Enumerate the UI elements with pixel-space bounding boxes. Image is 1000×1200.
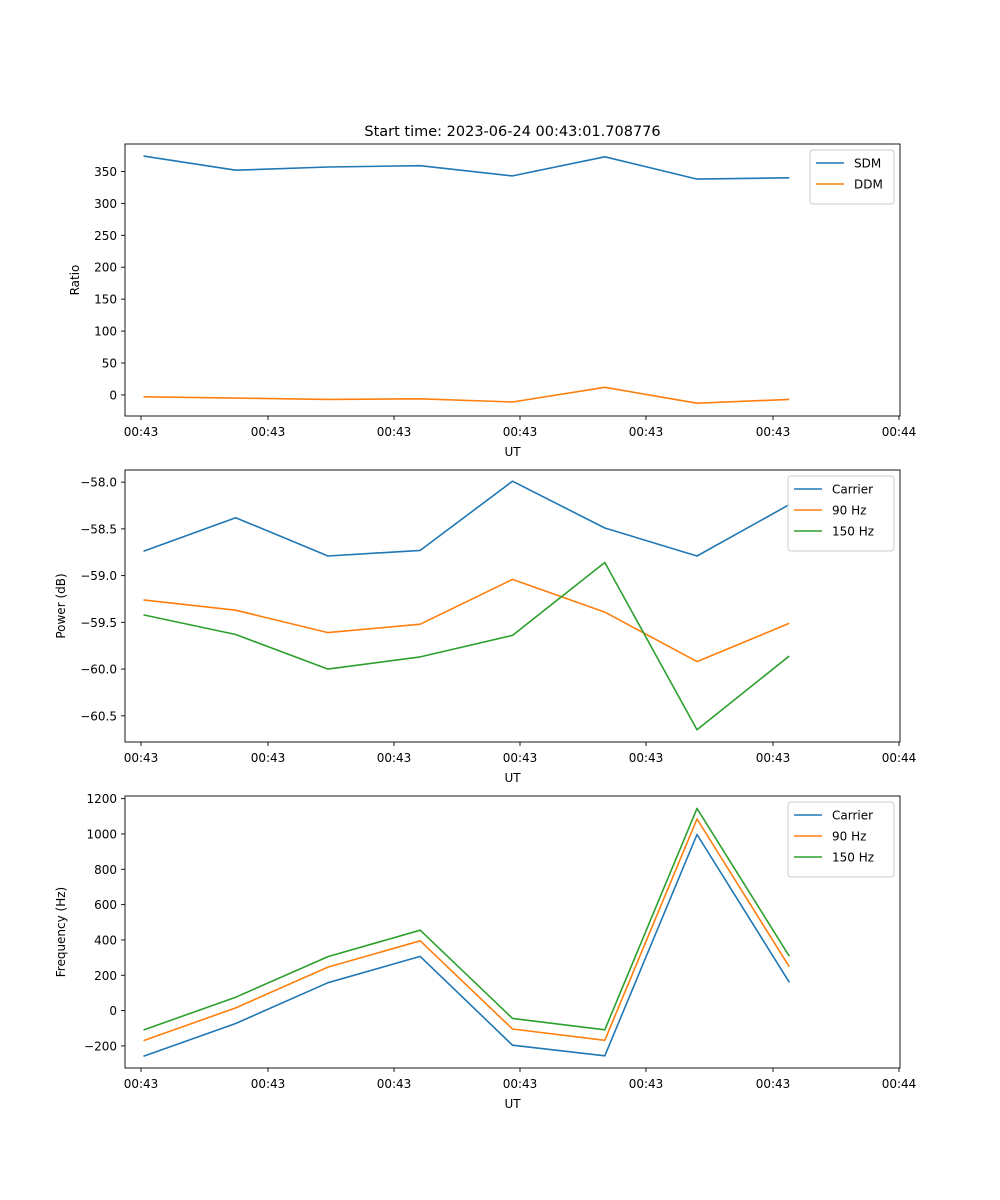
series-line-90-hz [143, 818, 790, 1042]
series-line-ddm [143, 386, 790, 405]
y-tick-label: 100 [94, 325, 117, 339]
legend-label: 90 Hz [832, 830, 866, 844]
y-tick-label: −60.0 [80, 663, 117, 677]
chart-title: Start time: 2023-06-24 00:43:01.708776 [364, 124, 660, 140]
legend-box [787, 475, 895, 552]
series-line-150-hz [143, 807, 790, 1031]
y-tick-label: 0 [109, 388, 117, 402]
series-line-carrier [143, 833, 790, 1057]
series-line-carrier [143, 480, 790, 557]
y-tick-label: −59.0 [80, 569, 117, 583]
x-axis-label: UT [504, 445, 521, 459]
chart-panel-1: Start time: 2023-06-24 00:43:01.70877600… [68, 124, 916, 459]
y-tick-label: 200 [94, 969, 117, 983]
x-tick-label: 00:43 [251, 1077, 286, 1091]
legend: Carrier 90 Hz 150 Hz [787, 801, 895, 878]
x-tick-label: 00:43 [503, 1077, 538, 1091]
y-tick-label: 400 [94, 933, 117, 947]
y-axis-label: Power (dB) [54, 573, 68, 638]
x-tick-label: 00:43 [756, 425, 791, 439]
y-tick-label: 150 [94, 293, 117, 307]
y-tick-label: 350 [94, 165, 117, 179]
y-tick-label: 800 [94, 863, 117, 877]
y-tick-label: −58.5 [80, 522, 117, 536]
y-tick-label: 250 [94, 229, 117, 243]
legend-box [787, 801, 895, 878]
x-tick-label: 00:43 [503, 751, 538, 765]
x-tick-label: 00:43 [124, 425, 159, 439]
x-tick-label: 00:43 [251, 751, 286, 765]
legend-label: Carrier [832, 483, 873, 497]
legend: SDM DDM [809, 149, 895, 205]
legend-label: Carrier [832, 809, 873, 823]
y-tick-label: 1000 [86, 827, 117, 841]
y-axis-label: Frequency (Hz) [54, 887, 68, 978]
series-line-90-hz [143, 578, 790, 663]
x-tick-label: 00:43 [124, 751, 159, 765]
y-tick-label: 600 [94, 898, 117, 912]
y-tick-label: −200 [84, 1039, 117, 1053]
axes-frame [124, 143, 901, 417]
legend-label: 150 Hz [832, 851, 874, 865]
x-tick-label: 00:43 [756, 751, 791, 765]
y-tick-label: 300 [94, 197, 117, 211]
x-tick-label: 00:43 [503, 425, 538, 439]
x-tick-label: 00:43 [629, 751, 664, 765]
y-tick-label: 50 [102, 357, 117, 371]
y-tick-label: 0 [109, 1004, 117, 1018]
legend-label: 150 Hz [832, 525, 874, 539]
series-line-sdm [143, 155, 790, 180]
y-axis-label: Ratio [68, 265, 82, 296]
chart-panel-3: 00:43 00:43 00:43 00:43 00:43 00:43 00:44 UT −20… [54, 792, 916, 1111]
x-tick-label: 00:44 [882, 1077, 917, 1091]
y-tick-label: −60.5 [80, 709, 117, 723]
y-tick-label: 1200 [86, 792, 117, 806]
x-tick-label: 00:43 [251, 425, 286, 439]
x-tick-label: 00:44 [882, 425, 917, 439]
legend: Carrier 90 Hz 150 Hz [787, 475, 895, 552]
y-tick-label: 200 [94, 261, 117, 275]
legend-label: 90 Hz [832, 504, 866, 518]
x-tick-label: 00:43 [124, 1077, 159, 1091]
x-tick-label: 00:43 [377, 425, 412, 439]
legend-label: SDM [854, 157, 881, 171]
x-axis-label: UT [504, 771, 521, 785]
chart-panel-2: 00:43 00:43 00:43 00:43 00:43 00:43 00:44 UT −58… [54, 469, 917, 785]
x-tick-label: 00:44 [882, 751, 917, 765]
y-tick-label: −59.5 [80, 616, 117, 630]
x-tick-label: 00:43 [629, 425, 664, 439]
x-tick-label: 00:43 [629, 1077, 664, 1091]
x-axis-label: UT [504, 1097, 521, 1111]
axes-frame [124, 469, 901, 743]
x-tick-label: 00:43 [377, 1077, 412, 1091]
axes-frame [124, 795, 901, 1069]
x-tick-label: 00:43 [377, 751, 412, 765]
y-tick-label: −58.0 [80, 476, 117, 490]
x-tick-label: 00:43 [756, 1077, 791, 1091]
legend-label: DDM [854, 178, 883, 192]
series-line-150-hz [143, 561, 790, 731]
